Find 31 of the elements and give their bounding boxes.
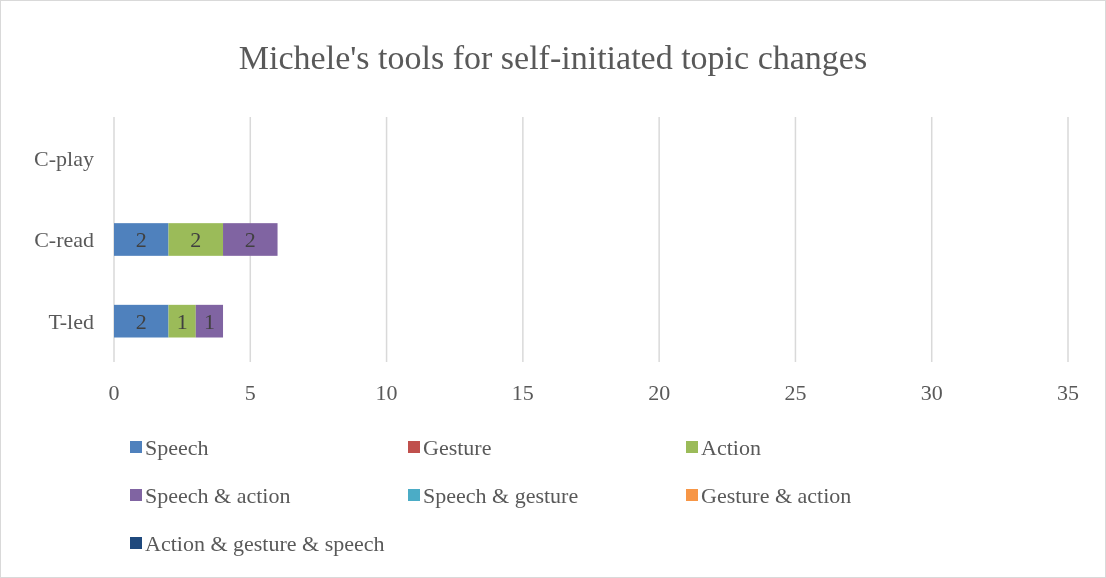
y-tick-label: C-read bbox=[34, 227, 94, 253]
x-tick-label: 5 bbox=[244, 379, 256, 405]
data-label: 2 bbox=[135, 308, 147, 334]
legend-label: Gesture bbox=[423, 434, 492, 460]
legend-label: Action bbox=[701, 434, 761, 460]
legend-label: Speech & action bbox=[145, 482, 291, 508]
legend-label: Action & gesture & speech bbox=[145, 530, 385, 556]
data-label: 2 bbox=[190, 227, 202, 253]
x-tick-label: 10 bbox=[375, 379, 398, 405]
x-tick-label: 20 bbox=[648, 379, 671, 405]
bar bbox=[223, 223, 278, 256]
x-tick-label: 35 bbox=[1057, 379, 1079, 405]
data-label: 1 bbox=[176, 308, 188, 334]
legend-label: Speech & gesture bbox=[423, 482, 579, 508]
legend-label: Gesture & action bbox=[701, 482, 852, 508]
data-label: 2 bbox=[135, 227, 147, 253]
chart-title: Michele's tools for self-initiated topic changes bbox=[238, 38, 868, 76]
bar bbox=[114, 304, 169, 338]
bar bbox=[168, 304, 196, 338]
x-tick-label: 30 bbox=[920, 379, 943, 405]
data-label: 1 bbox=[203, 308, 215, 334]
x-tick-label: 0 bbox=[108, 379, 120, 405]
bar bbox=[168, 223, 224, 256]
legend-label: Speech bbox=[145, 434, 209, 460]
x-tick-label: 15 bbox=[511, 379, 534, 405]
x-tick-label: 25 bbox=[784, 379, 807, 405]
data-label: 2 bbox=[244, 227, 256, 253]
y-tick-label: T-led bbox=[48, 308, 94, 334]
y-tick-label: C-play bbox=[34, 145, 94, 171]
bar bbox=[114, 223, 169, 256]
bar bbox=[195, 304, 224, 338]
